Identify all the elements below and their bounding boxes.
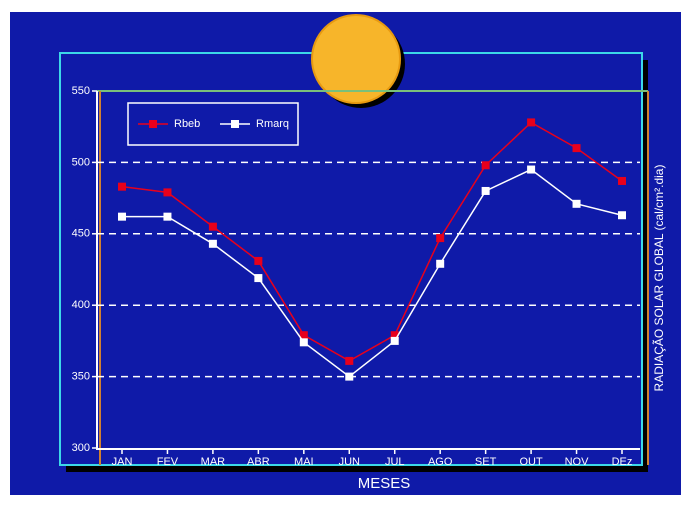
legend-label: Rmarq: [256, 118, 289, 130]
y-axis-title: RADIAÇÃO SOLAR GLOBAL (cal/cm².dia): [652, 165, 666, 392]
x-tick-label: DEz: [612, 456, 633, 468]
point: [481, 161, 490, 170]
point: [390, 331, 399, 340]
point: [436, 234, 445, 243]
point: [618, 211, 626, 220]
x-tick-label: JAN: [112, 456, 133, 468]
point: [118, 182, 126, 191]
point: [163, 188, 172, 197]
point: [436, 259, 445, 268]
point: [390, 336, 399, 345]
y-tick-label: 300: [72, 442, 90, 454]
x-tick-label: NOV: [565, 456, 590, 468]
x-tick-label: JUL: [385, 456, 405, 468]
x-tick-label: MAR: [201, 456, 226, 468]
x-axis-title: MESES: [358, 475, 411, 492]
sun: [311, 14, 401, 104]
x-tick-label: SET: [475, 456, 497, 468]
x-tick-label: OUT: [519, 456, 543, 468]
point: [527, 118, 536, 127]
y-tick-label: 400: [72, 299, 90, 311]
point: [208, 222, 217, 231]
legend-label: Rbeb: [174, 118, 200, 130]
point: [299, 338, 308, 347]
y-tick-label: 500: [72, 156, 90, 168]
series-line: [122, 168, 623, 378]
x-tick-label: ABR: [247, 456, 270, 468]
point: [299, 331, 308, 340]
point: [254, 256, 263, 265]
legend-marker: [149, 120, 157, 128]
x-tick-label: FEV: [157, 456, 179, 468]
point: [345, 372, 354, 381]
point: [481, 186, 490, 195]
x-tick-label: AGO: [428, 456, 453, 468]
point: [118, 212, 126, 221]
point: [208, 239, 217, 248]
point: [527, 165, 536, 174]
legend-marker: [231, 120, 239, 128]
series-line: [121, 121, 623, 362]
point: [618, 176, 626, 185]
y-tick-label: 450: [72, 228, 90, 240]
point: [572, 144, 581, 153]
point: [572, 199, 581, 208]
point: [163, 212, 172, 221]
x-tick-label: JUN: [339, 456, 360, 468]
y-tick-label: 550: [72, 85, 90, 97]
point: [254, 274, 263, 283]
point: [345, 356, 354, 365]
y-tick-label: 350: [72, 371, 90, 383]
x-tick-label: MAI: [294, 456, 314, 468]
